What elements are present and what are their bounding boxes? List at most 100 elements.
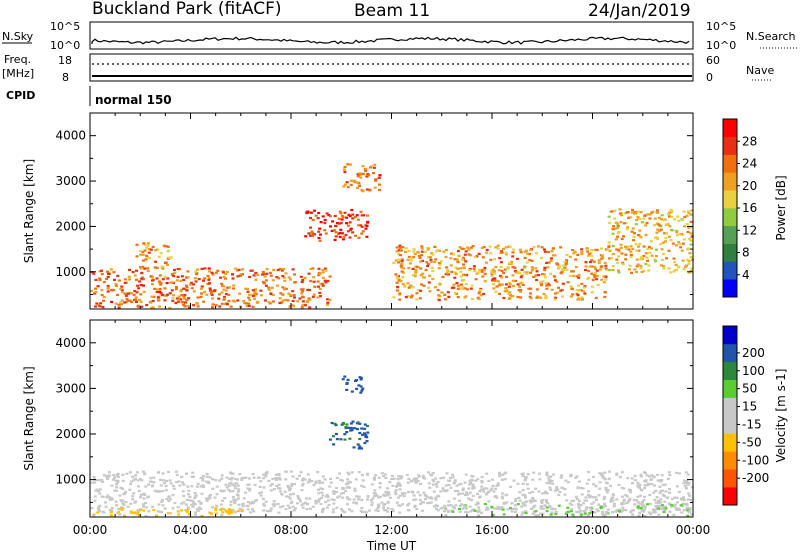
power-cell xyxy=(689,243,693,246)
velocity-cell xyxy=(321,487,324,491)
velocity-cell xyxy=(502,513,506,516)
velocity-ytick-label: 3000 xyxy=(55,381,86,395)
xtick-label: 12:00 xyxy=(374,523,409,537)
power-cell xyxy=(681,218,684,221)
velocity-cell xyxy=(420,501,424,504)
power-cell xyxy=(497,269,501,272)
power-cell xyxy=(620,237,624,241)
velocity-cell xyxy=(412,498,416,501)
power-cell xyxy=(327,214,331,217)
power-cell xyxy=(488,245,492,248)
velocity-cell xyxy=(606,489,610,492)
power-cell xyxy=(455,282,459,285)
cpid-label: CPID xyxy=(6,89,35,102)
power-cell xyxy=(541,273,544,276)
velocity-cell xyxy=(678,472,682,475)
velocity-cell xyxy=(318,479,322,482)
velocity-ytick-label: 2000 xyxy=(55,427,86,441)
power-cell xyxy=(398,244,402,247)
velocity-cell xyxy=(365,440,369,443)
power-cell xyxy=(644,252,648,255)
power-cell xyxy=(636,263,640,266)
velocity-cell xyxy=(106,477,110,480)
power-cell xyxy=(135,300,138,303)
power-cell xyxy=(398,246,402,249)
velocity-cell xyxy=(360,506,364,509)
power-cell xyxy=(537,273,541,277)
velocity-cell xyxy=(191,499,194,502)
velocity-cell xyxy=(464,473,468,476)
velocity-cell xyxy=(353,427,357,430)
freq-strip-frame xyxy=(89,53,694,82)
power-cell xyxy=(639,211,643,214)
velocity-colorbar-label: -100 xyxy=(742,453,769,467)
velocity-cell xyxy=(366,495,370,498)
velocity-cell xyxy=(176,505,180,509)
power-cell xyxy=(642,269,646,273)
nsearch-label: N.Search xyxy=(746,30,796,43)
power-cell xyxy=(179,298,183,301)
velocity-cell xyxy=(110,507,114,510)
power-cell xyxy=(440,291,444,294)
velocity-cell xyxy=(585,482,589,485)
nsky-label: N.Sky xyxy=(2,30,34,43)
velocity-cell xyxy=(512,479,516,482)
velocity-cell xyxy=(468,505,472,508)
power-cell xyxy=(154,249,158,252)
velocity-cell xyxy=(174,470,178,473)
power-cell xyxy=(157,282,161,285)
velocity-cell xyxy=(636,485,640,488)
power-cell xyxy=(491,268,495,271)
power-cell xyxy=(438,262,441,265)
power-cell xyxy=(338,235,342,239)
velocity-cell xyxy=(465,491,468,494)
velocity-cell xyxy=(504,494,508,497)
velocity-cell xyxy=(205,499,209,502)
velocity-cell xyxy=(259,494,263,497)
power-cell xyxy=(420,245,424,248)
power-cell xyxy=(253,292,257,295)
velocity-cell xyxy=(478,489,482,493)
velocity-cell xyxy=(680,511,684,514)
velocity-cell xyxy=(246,483,250,486)
velocity-cell xyxy=(432,505,436,508)
power-cell xyxy=(344,233,348,237)
velocity-cell xyxy=(615,472,619,475)
power-cell xyxy=(306,299,310,303)
power-cell xyxy=(690,209,694,212)
velocity-cell xyxy=(231,472,235,475)
power-cell xyxy=(395,281,399,284)
power-cell xyxy=(372,166,376,169)
velocity-cell xyxy=(668,473,672,477)
power-cell xyxy=(677,241,681,244)
power-cell xyxy=(145,256,149,259)
velocity-cell xyxy=(538,472,541,475)
power-cell xyxy=(450,252,454,255)
power-cell xyxy=(464,250,468,253)
velocity-cell xyxy=(133,511,136,515)
velocity-cell xyxy=(390,477,394,481)
power-cell xyxy=(145,254,149,257)
velocity-cell xyxy=(308,478,312,481)
velocity-cell xyxy=(92,514,96,517)
velocity-cell xyxy=(347,473,351,476)
power-cell xyxy=(654,260,658,263)
power-cell xyxy=(280,269,284,272)
noise-tick-right-bottom: 10^0 xyxy=(706,39,736,52)
velocity-cell xyxy=(644,479,648,482)
velocity-cell xyxy=(654,504,658,508)
power-ytick-label: 2000 xyxy=(55,219,86,233)
power-cell xyxy=(518,248,522,251)
power-cell xyxy=(408,262,412,265)
power-cell xyxy=(126,292,130,295)
velocity-cell xyxy=(545,506,549,509)
power-cell xyxy=(526,252,530,255)
velocity-cell xyxy=(666,477,670,481)
power-cell xyxy=(525,272,529,276)
velocity-cell xyxy=(629,511,633,514)
power-cell xyxy=(355,181,359,184)
power-cell xyxy=(403,284,407,287)
velocity-cell xyxy=(207,481,211,485)
power-cell xyxy=(271,293,275,297)
velocity-cell xyxy=(501,497,504,500)
